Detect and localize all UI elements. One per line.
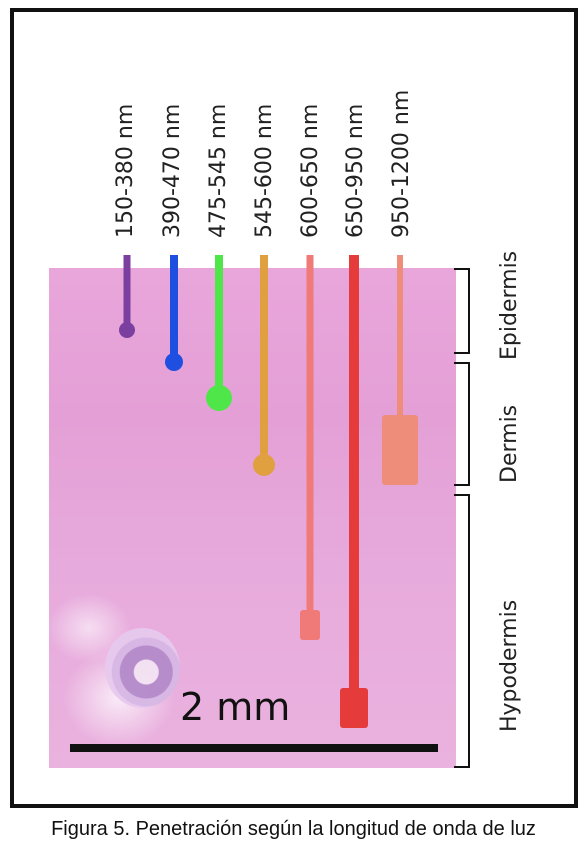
penetration-tip-3 bbox=[206, 385, 232, 411]
penetration-tip-5 bbox=[300, 610, 320, 640]
penetration-line-2 bbox=[170, 255, 178, 362]
penetration-tip-2 bbox=[165, 353, 183, 371]
epidermis-bracket bbox=[454, 268, 470, 354]
scale-bar-label: 2 mm bbox=[180, 685, 291, 729]
hypodermis-bracket bbox=[454, 494, 470, 768]
penetration-line-5 bbox=[306, 255, 314, 610]
penetration-line-4 bbox=[260, 255, 268, 465]
layer-label-dermis: Dermis bbox=[497, 404, 522, 483]
penetration-line-6 bbox=[349, 255, 359, 688]
layer-label-epidermis: Epidermis bbox=[497, 250, 522, 360]
penetration-tip-4 bbox=[253, 454, 275, 476]
penetration-tip-1 bbox=[119, 322, 135, 338]
penetration-tip-7 bbox=[382, 415, 418, 485]
layer-label-hypodermis: Hypodermis bbox=[497, 599, 522, 732]
penetration-tip-6 bbox=[340, 688, 368, 728]
hair-follicle bbox=[105, 628, 180, 708]
figure-caption: Figura 5. Penetración según la longitud … bbox=[51, 818, 536, 840]
penetration-line-7 bbox=[397, 255, 403, 415]
penetration-line-3 bbox=[215, 255, 223, 398]
scale-bar bbox=[70, 744, 438, 752]
penetration-line-1 bbox=[123, 255, 131, 330]
dermis-bracket bbox=[454, 362, 470, 486]
